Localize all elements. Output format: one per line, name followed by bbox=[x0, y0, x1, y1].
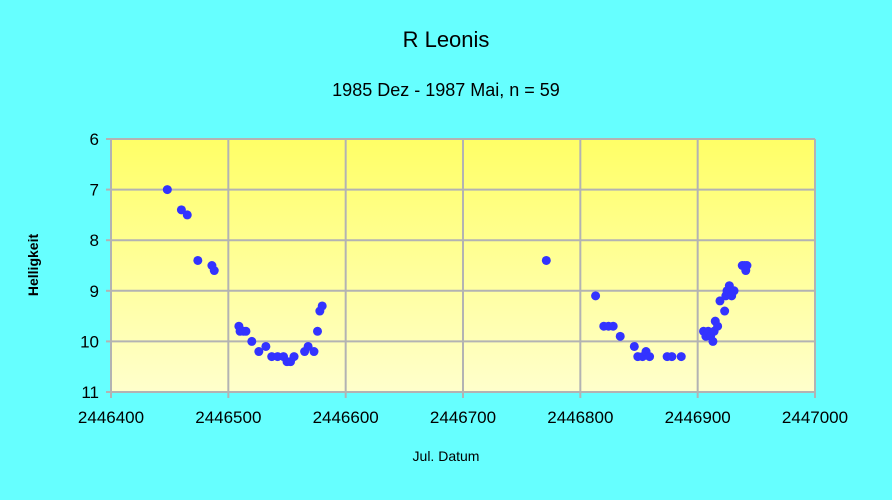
data-point bbox=[708, 336, 718, 346]
data-point bbox=[261, 341, 271, 351]
grid-lines bbox=[110, 138, 816, 393]
x-tick-label: 2446500 bbox=[195, 408, 261, 427]
data-point bbox=[608, 321, 618, 331]
data-point bbox=[162, 185, 172, 195]
data-point bbox=[193, 255, 203, 265]
y-tick-label: 6 bbox=[90, 130, 99, 149]
data-point bbox=[615, 331, 625, 341]
data-point bbox=[742, 261, 752, 270]
y-tick-label: 8 bbox=[90, 231, 99, 250]
data-point bbox=[241, 326, 251, 336]
axes: 6 7 8 9 10 11 2446400 2446500 2446600 2446700 2446… bbox=[78, 130, 848, 427]
data-point bbox=[209, 266, 219, 276]
data-point bbox=[309, 347, 319, 357]
x-axis-label: Jul. Datum bbox=[412, 448, 480, 464]
y-tick-label: 10 bbox=[80, 332, 99, 351]
data-point bbox=[713, 321, 723, 331]
data-point bbox=[176, 205, 186, 215]
data-point bbox=[289, 352, 299, 362]
data-point bbox=[715, 296, 725, 306]
x-tick-label: 2446900 bbox=[665, 408, 731, 427]
x-tick-label: 2446400 bbox=[78, 408, 144, 427]
data-point bbox=[303, 341, 313, 351]
x-tick-label: 2446800 bbox=[547, 408, 613, 427]
data-point bbox=[541, 255, 551, 265]
y-tick-label: 7 bbox=[90, 181, 99, 200]
data-point bbox=[317, 301, 327, 311]
data-point bbox=[313, 326, 323, 336]
data-point bbox=[182, 210, 192, 220]
data-point bbox=[254, 347, 264, 357]
data-point bbox=[676, 352, 686, 362]
data-points bbox=[162, 185, 752, 367]
chart-title: R Leonis bbox=[402, 27, 490, 52]
data-point bbox=[645, 352, 655, 362]
data-point bbox=[629, 341, 639, 351]
chart-subtitle: 1985 Dez - 1987 Mai, n = 59 bbox=[332, 80, 560, 100]
data-point bbox=[591, 291, 601, 301]
x-tick-label: 2446600 bbox=[313, 408, 379, 427]
data-point bbox=[667, 352, 677, 362]
data-point bbox=[720, 306, 730, 316]
y-tick-label: 11 bbox=[81, 383, 99, 402]
x-tick-label: 2446700 bbox=[430, 408, 496, 427]
data-point bbox=[729, 286, 739, 296]
x-tick-label: 2447000 bbox=[782, 408, 848, 427]
data-point bbox=[247, 336, 257, 346]
y-tick-label: 9 bbox=[90, 282, 99, 301]
